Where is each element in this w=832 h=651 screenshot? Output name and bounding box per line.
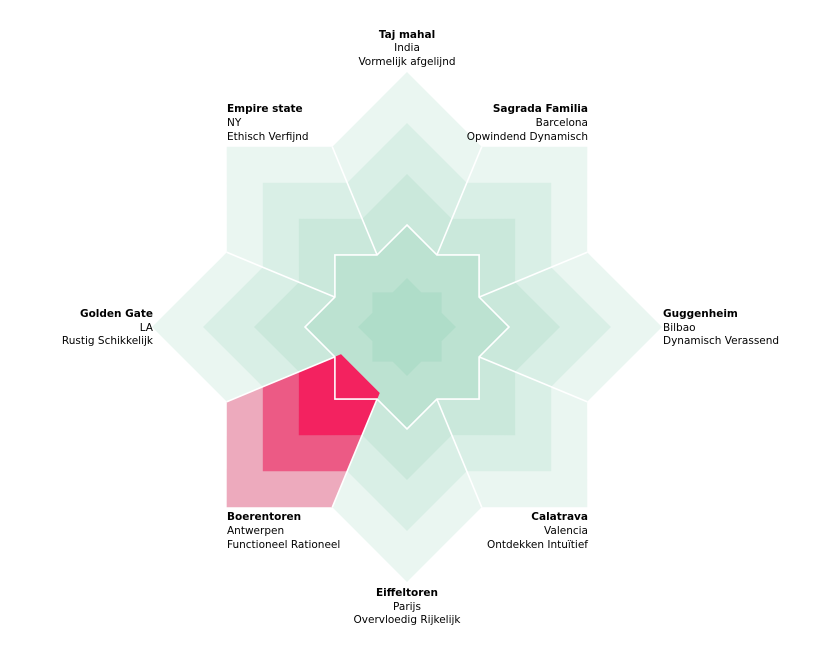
label-city: Parijs <box>393 601 421 613</box>
label-city: Antwerpen <box>227 525 284 537</box>
label-title: Taj mahal <box>379 29 435 41</box>
label-title: Guggenheim <box>663 308 738 320</box>
label-eiffeltoren: Eiffeltoren Parijs Overvloedig Rijkelijk <box>354 587 462 626</box>
label-qualities: Functioneel Rationeel <box>227 539 340 551</box>
label-title: Empire state <box>227 103 303 115</box>
label-qualities: Ontdekken Intuïtief <box>487 539 588 551</box>
highlight-segment <box>226 354 380 508</box>
label-golden-gate: Golden Gate LA Rustig Schikkelijk <box>62 308 154 347</box>
label-qualities: Rustig Schikkelijk <box>62 335 154 347</box>
label-title: Golden Gate <box>80 308 153 320</box>
label-calatrava: Calatrava Valencia Ontdekken Intuïtief <box>487 511 588 551</box>
label-qualities: Opwindend Dynamisch <box>467 131 588 143</box>
segment-divider <box>478 251 588 298</box>
label-qualities: Vormelijk afgelijnd <box>358 56 455 68</box>
segment-divider <box>436 398 483 508</box>
label-city: Valencia <box>544 525 588 537</box>
segment-divider <box>331 398 378 508</box>
segment-divider <box>331 146 378 256</box>
label-title: Boerentoren <box>227 511 301 523</box>
segment-dividers <box>226 146 588 508</box>
segment-divider <box>226 251 336 298</box>
segment-divider <box>478 356 588 403</box>
label-qualities: Overvloedig Rijkelijk <box>354 614 462 626</box>
label-guggenheim: Guggenheim Bilbao Dynamisch Verassend <box>663 308 779 347</box>
label-city: Bilbao <box>663 322 696 334</box>
segment-divider <box>226 356 336 403</box>
label-title: Calatrava <box>531 511 588 523</box>
label-qualities: Dynamisch Verassend <box>663 335 779 347</box>
label-taj-mahal: Taj mahal India Vormelijk afgelijnd <box>358 29 455 68</box>
label-sagrada-familia: Sagrada Familia Barcelona Opwindend Dyna… <box>467 103 588 143</box>
segment-divider <box>436 146 483 256</box>
label-city: Barcelona <box>536 117 588 129</box>
star-layer <box>358 278 456 376</box>
label-qualities: Ethisch Verfijnd <box>227 131 309 143</box>
label-city: India <box>394 42 420 54</box>
label-title: Sagrada Familia <box>493 103 588 115</box>
label-title: Eiffeltoren <box>376 587 438 599</box>
label-city: NY <box>227 117 242 129</box>
label-empire-state: Empire state NY Ethisch Verfijnd <box>227 103 309 143</box>
highlight-level <box>298 354 380 436</box>
label-boerentoren: Boerentoren Antwerpen Functioneel Ration… <box>227 511 340 551</box>
label-city: LA <box>140 322 154 334</box>
center-outline <box>303 223 511 431</box>
